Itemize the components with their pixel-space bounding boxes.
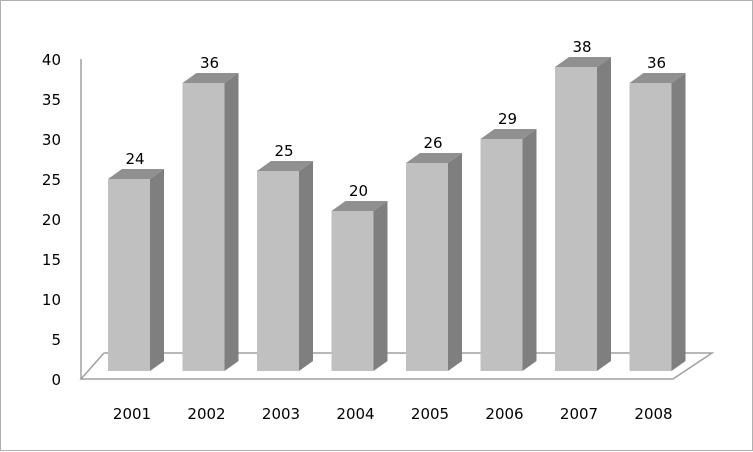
x-tick-label: 2001 <box>113 405 151 423</box>
bar-side <box>597 57 611 371</box>
x-tick-label: 2003 <box>262 405 300 423</box>
bar-front <box>182 83 225 371</box>
data-label: 36 <box>647 54 666 72</box>
bar-2004 <box>331 201 388 371</box>
x-tick-label: 2006 <box>485 405 523 423</box>
bar-top <box>331 201 388 211</box>
bar-2002 <box>182 73 239 371</box>
bar-front <box>257 171 299 371</box>
y-tick-label: 20 <box>42 211 61 229</box>
bar-front <box>555 67 597 371</box>
y-tick-label: 10 <box>42 291 61 309</box>
data-label: 20 <box>349 182 368 200</box>
y-tick-label: 30 <box>42 131 61 149</box>
bar-2008 <box>629 73 686 371</box>
x-tick-label: 2002 <box>187 405 225 423</box>
bar-side <box>150 169 164 371</box>
bar-top <box>182 73 239 83</box>
x-tick-label: 2004 <box>336 405 374 423</box>
bar-2007 <box>555 57 611 371</box>
bar-side <box>522 129 537 371</box>
data-label: 26 <box>423 134 442 152</box>
bar-front <box>406 163 448 371</box>
y-tick-label: 35 <box>42 91 61 109</box>
bar-side <box>224 73 239 371</box>
data-label: 29 <box>498 110 517 128</box>
y-tick-label: 25 <box>42 171 61 189</box>
bar-2006 <box>480 129 537 371</box>
bar-top <box>629 73 686 83</box>
bar-2005 <box>406 153 462 371</box>
bar-side <box>299 161 313 371</box>
y-tick-label: 15 <box>42 251 61 269</box>
bar-side <box>373 201 388 371</box>
data-label: 25 <box>274 142 293 160</box>
bar-side <box>671 73 686 371</box>
y-tick-label: 5 <box>51 331 61 349</box>
bar-top <box>257 161 313 171</box>
bar-top <box>480 129 537 139</box>
bar-top <box>108 169 164 179</box>
bar-side <box>448 153 462 371</box>
bar-front <box>480 139 523 371</box>
bar-top <box>406 153 462 163</box>
y-tick-label: 40 <box>42 51 61 69</box>
y-tick-label: 0 <box>51 371 61 389</box>
x-tick-label: 2008 <box>634 405 672 423</box>
bar-top <box>555 57 611 67</box>
data-label: 38 <box>572 38 591 56</box>
bar-front <box>108 179 150 371</box>
data-label: 24 <box>125 150 144 168</box>
x-tick-label: 2005 <box>411 405 449 423</box>
floor <box>79 352 715 380</box>
bar-2001 <box>108 169 164 371</box>
bar-front <box>629 83 672 371</box>
data-label: 36 <box>200 54 219 72</box>
x-tick-label: 2007 <box>560 405 598 423</box>
bar-front <box>331 211 374 371</box>
bar-2003 <box>257 161 313 371</box>
